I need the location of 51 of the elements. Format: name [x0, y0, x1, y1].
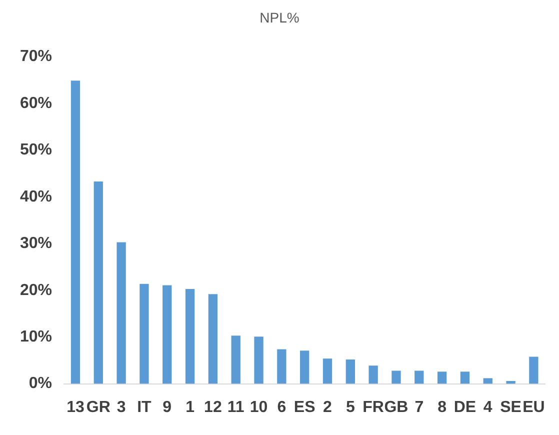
- x-tick-label: 6: [277, 398, 286, 416]
- x-tick-label: 1: [186, 398, 195, 416]
- bar: [322, 358, 332, 384]
- bar: [231, 336, 240, 384]
- x-tick-label: 5: [346, 398, 355, 416]
- y-tick-label: 0%: [28, 375, 52, 392]
- x-tick-label: EU: [522, 398, 545, 416]
- x-tick-label: 12: [204, 398, 222, 416]
- x-tick-label: FR: [362, 398, 384, 416]
- x-tick-label: IT: [137, 398, 152, 416]
- bar: [162, 285, 172, 384]
- x-tick-label: 7: [414, 398, 424, 416]
- x-tick-label: 8: [438, 398, 447, 416]
- bar: [437, 372, 447, 384]
- bar: [140, 284, 149, 384]
- y-tick-label: 20%: [20, 282, 52, 299]
- x-tick-label: GR: [86, 398, 111, 416]
- y-tick-label: 10%: [20, 328, 52, 346]
- x-tick-label: 9: [162, 398, 172, 416]
- bar: [116, 242, 126, 384]
- bar: [254, 336, 264, 384]
- bar: [414, 370, 424, 384]
- bar: [529, 356, 538, 384]
- bar: [94, 182, 103, 384]
- x-tick-label: ES: [294, 398, 316, 416]
- x-tick-label: 3: [116, 398, 126, 416]
- bar: [483, 378, 492, 384]
- x-tick-label: 10: [250, 398, 268, 416]
- bar: [70, 80, 80, 384]
- y-tick-label: 50%: [20, 142, 52, 159]
- bar: [277, 349, 286, 384]
- x-tick-label: GB: [384, 398, 408, 416]
- bar: [392, 370, 401, 384]
- bar: [346, 360, 355, 384]
- y-tick-label: 30%: [20, 235, 52, 252]
- x-tick-label: SE: [500, 398, 522, 416]
- bar: [185, 288, 195, 384]
- y-tick-label: 70%: [20, 48, 52, 66]
- bar: [506, 380, 516, 384]
- bar: [208, 294, 218, 384]
- y-tick-label: 60%: [20, 94, 52, 112]
- x-tick-label: 11: [227, 398, 244, 416]
- chart-title: NPL%: [260, 9, 300, 26]
- y-tick-label: 40%: [20, 188, 52, 206]
- bar: [368, 366, 378, 384]
- x-tick-label: 4: [483, 398, 492, 416]
- bar: [300, 350, 310, 384]
- x-tick-label: 2: [323, 398, 332, 416]
- x-tick-label: DE: [454, 398, 476, 416]
- x-tick-label: 13: [66, 398, 84, 416]
- bar: [460, 372, 470, 384]
